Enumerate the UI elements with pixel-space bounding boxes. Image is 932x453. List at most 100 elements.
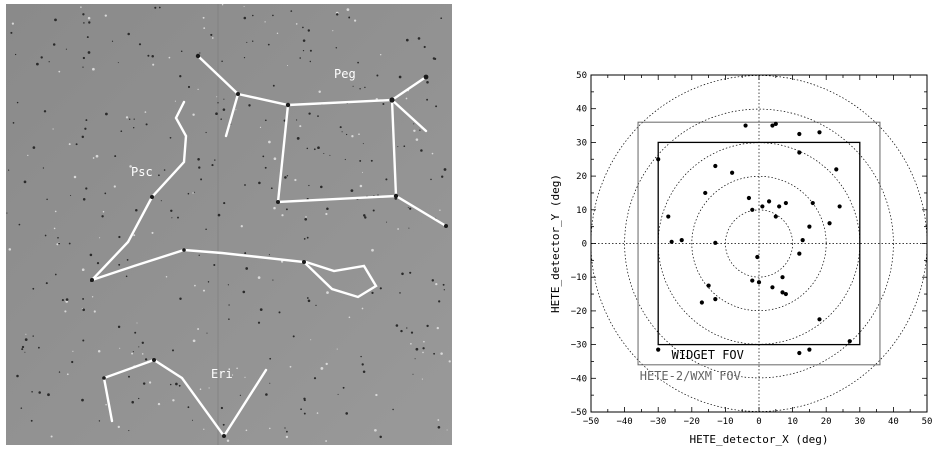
- background-star: [325, 440, 328, 442]
- background-star: [194, 284, 196, 287]
- background-star: [379, 53, 382, 56]
- background-star: [198, 254, 200, 256]
- background-star: [118, 263, 121, 266]
- background-star: [268, 140, 271, 144]
- background-star: [243, 5, 245, 7]
- background-star: [126, 259, 129, 261]
- background-star: [242, 290, 246, 294]
- background-star: [295, 23, 298, 25]
- background-star: [133, 118, 135, 120]
- background-star: [401, 272, 404, 276]
- background-star: [134, 331, 137, 334]
- background-star: [36, 62, 39, 66]
- background-star: [85, 119, 88, 122]
- background-star: [300, 408, 302, 411]
- background-star: [376, 74, 379, 77]
- background-star: [397, 146, 399, 148]
- background-star: [437, 425, 441, 429]
- background-star: [58, 242, 61, 245]
- data-point: [817, 317, 822, 322]
- background-star: [235, 109, 237, 111]
- data-point: [837, 204, 842, 209]
- background-star: [316, 412, 319, 414]
- background-star: [70, 194, 72, 197]
- data-point: [656, 157, 661, 162]
- background-star: [165, 275, 168, 278]
- background-star: [10, 31, 13, 34]
- background-star: [342, 386, 345, 389]
- background-star: [438, 300, 441, 303]
- y-tick-label: 0: [582, 240, 587, 250]
- y-axis-label: HETE_detector_Y (deg): [549, 174, 562, 313]
- y-tick-label: −10: [571, 273, 587, 283]
- background-star: [32, 287, 35, 290]
- y-tick-label: −50: [571, 408, 587, 418]
- background-star: [8, 248, 12, 251]
- background-star: [141, 341, 144, 344]
- data-point: [746, 195, 752, 201]
- background-star: [187, 192, 190, 195]
- data-point: [780, 275, 785, 280]
- background-star: [423, 340, 425, 343]
- background-star: [32, 146, 36, 149]
- background-star: [221, 3, 224, 6]
- background-star: [281, 214, 284, 217]
- data-point: [679, 238, 684, 243]
- data-point: [797, 251, 802, 256]
- psc-line-2: [90, 248, 378, 299]
- background-star: [433, 352, 435, 355]
- background-star: [358, 133, 360, 136]
- background-star: [65, 298, 69, 301]
- background-star: [307, 29, 310, 32]
- background-star: [71, 360, 74, 364]
- background-star: [345, 133, 348, 136]
- background-star: [200, 178, 203, 181]
- background-star: [431, 152, 434, 155]
- background-star: [422, 347, 425, 350]
- background-star: [144, 358, 148, 361]
- background-star: [117, 325, 121, 329]
- background-star: [360, 355, 362, 358]
- background-star: [371, 291, 374, 295]
- background-star: [296, 119, 298, 121]
- background-star: [341, 131, 343, 133]
- background-star: [286, 430, 288, 433]
- background-star: [152, 63, 155, 66]
- data-point: [800, 238, 805, 243]
- background-star: [97, 350, 101, 353]
- fov-box-labels: WIDGET FOV HETE-2/WXM FOV: [640, 348, 744, 383]
- background-star: [129, 118, 131, 120]
- background-star: [174, 100, 176, 102]
- background-star: [245, 267, 249, 270]
- background-star: [220, 118, 222, 120]
- background-star: [113, 185, 116, 188]
- background-star: [117, 425, 120, 429]
- background-star: [216, 96, 218, 98]
- background-star: [329, 154, 331, 156]
- background-star: [348, 316, 351, 319]
- background-star: [332, 30, 334, 32]
- background-star: [286, 64, 289, 67]
- background-star: [118, 235, 121, 239]
- background-star: [68, 143, 71, 146]
- background-star: [92, 157, 95, 159]
- data-point: [750, 278, 755, 283]
- fov-box-0: [657, 141, 861, 346]
- background-star: [435, 282, 438, 286]
- background-star: [154, 6, 157, 9]
- x-tick-label: −50: [583, 417, 599, 427]
- background-star: [304, 217, 308, 221]
- background-star: [359, 88, 361, 90]
- background-star: [217, 102, 219, 104]
- background-star: [133, 127, 135, 129]
- background-star: [248, 104, 251, 107]
- background-star: [202, 16, 205, 19]
- background-star: [157, 402, 161, 406]
- background-star: [220, 406, 224, 410]
- background-star: [102, 210, 105, 213]
- background-star: [252, 40, 254, 42]
- scatter-plot-panel: −50 −40 −30 −20 −10 0 10 20 30 40 50 −50 −40 −30 −20−…: [540, 60, 932, 449]
- background-star: [73, 175, 77, 179]
- background-star: [439, 209, 441, 211]
- x-tick-label: 10: [787, 417, 798, 427]
